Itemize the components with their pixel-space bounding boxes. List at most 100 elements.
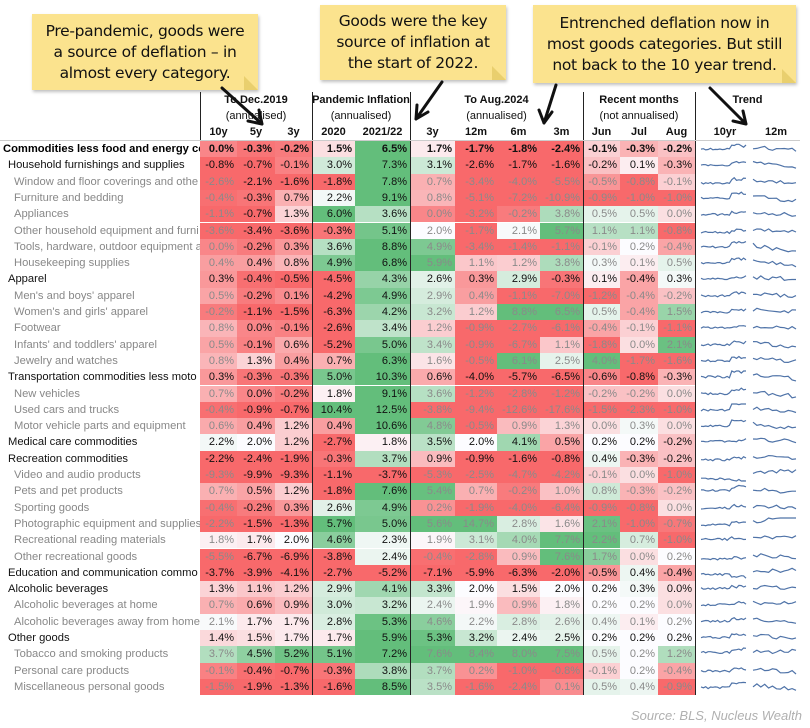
row-label: Other household equipment and furni — [14, 224, 199, 237]
sparkline-path — [700, 485, 747, 493]
value-cell: 4.6% — [410, 613, 455, 630]
sparkline-12m — [752, 567, 797, 573]
table-row: Tobacco and smoking products 3.7% 4.5% 5.2%… — [0, 646, 800, 663]
value-cell: 7.2% — [355, 646, 410, 663]
sparkline-10yr — [700, 555, 747, 561]
value-cell: -3.8% — [410, 401, 455, 419]
value-cell: -0.3% — [658, 369, 695, 386]
value-cell: 3.1% — [410, 157, 455, 174]
value-cell: 0.0% — [658, 499, 695, 516]
arrow-icon — [708, 86, 748, 126]
value-cell: -1.0% — [497, 662, 540, 679]
value-cell: -0.1% — [275, 320, 312, 337]
row-label: Miscellaneous personal goods — [14, 680, 165, 693]
value-cell: -1.8% — [497, 141, 540, 158]
row-label: New vehicles — [14, 387, 80, 400]
value-cell: 1.0% — [540, 483, 583, 500]
value-cell: -1.1% — [658, 320, 695, 337]
value-cell: 0.7% — [275, 189, 312, 207]
value-cell: 0.9% — [275, 597, 312, 614]
value-cell: -3.6% — [275, 222, 312, 239]
value-cell: -3.4% — [237, 222, 275, 239]
value-cell: 2.8% — [497, 515, 540, 533]
sparkline-12m — [752, 601, 797, 606]
group-subtitle: (annualised) — [466, 110, 527, 122]
sparkline-path — [700, 616, 747, 623]
value-cell: 0.1% — [620, 613, 658, 630]
table-row: New vehicles 0.7% 0.0% -0.2% 1.8% 9.1% 3.6% -1.… — [0, 385, 800, 402]
value-cell: -0.3% — [620, 450, 658, 467]
value-cell: -0.4% — [620, 287, 658, 304]
value-cell: -0.4% — [410, 548, 455, 565]
value-cell: 2.0% — [237, 434, 275, 451]
value-cell: -0.4% — [237, 271, 275, 288]
row-label: Sporting goods — [14, 501, 90, 514]
value-cell: -1.0% — [620, 515, 658, 533]
sparkline-path — [752, 667, 797, 675]
sparkline-path — [700, 161, 747, 167]
value-cell: -2.2% — [200, 450, 237, 467]
row-label: Recreational reading materials — [14, 534, 166, 547]
value-cell: -0.8% — [658, 222, 695, 239]
value-cell: 0.8% — [275, 255, 312, 272]
value-cell: 2.0% — [275, 532, 312, 549]
column-header: 10y — [209, 126, 228, 138]
sparkline-path — [700, 308, 747, 314]
sparkline-path — [752, 487, 796, 494]
value-cell: 0.8% — [200, 320, 237, 337]
value-cell: 1.2% — [275, 418, 312, 435]
header-divider — [410, 92, 411, 140]
table-row: Women's and girls' apparel -0.2% -1.1% -1.5… — [0, 304, 800, 321]
value-cell: -0.4% — [200, 499, 237, 516]
sparkline-10yr — [700, 386, 747, 395]
value-cell: 1.7% — [312, 630, 355, 647]
value-cell: -3.9% — [237, 564, 275, 582]
value-cell: -0.2% — [658, 483, 695, 500]
value-cell: -0.1% — [200, 662, 237, 679]
value-cell: -4.0% — [455, 369, 497, 386]
table-row: Household furnishings and supplies -0.8% -… — [0, 157, 800, 174]
trend-column-header: 12m — [764, 126, 788, 138]
sparkline-12m — [752, 373, 797, 382]
sparkline-10yr — [701, 477, 747, 482]
sparkline-10yr — [700, 191, 746, 200]
sparkline-path — [700, 681, 747, 690]
value-cell: -0.2% — [237, 238, 275, 256]
value-cell: 0.6% — [275, 336, 312, 353]
value-cell: -0.8% — [620, 173, 658, 190]
table-row: Tools, hardware, outdoor equipment a 0.0%… — [0, 238, 800, 256]
value-cell: 1.2% — [275, 434, 312, 451]
value-cell: 8.8% — [497, 304, 540, 321]
sparkline-10yr — [700, 257, 747, 265]
value-cell: -0.9% — [583, 189, 620, 207]
value-cell: 1.1% — [455, 255, 497, 272]
value-cell: 5.3% — [355, 613, 410, 630]
value-cell: -4.2% — [312, 287, 355, 304]
sparkline-path — [700, 176, 747, 185]
value-cell: 0.2% — [583, 597, 620, 614]
value-cell: 0.5% — [658, 255, 695, 272]
value-cell: 0.3% — [275, 238, 312, 256]
value-cell: -6.7% — [237, 548, 275, 565]
value-cell: -0.4% — [200, 401, 237, 419]
value-cell: -0.9% — [658, 678, 695, 696]
value-cell: 6.3% — [355, 352, 410, 370]
sparkline-12m — [752, 307, 797, 314]
arrow-icon — [220, 86, 264, 126]
value-cell: 2.8% — [497, 613, 540, 630]
value-cell: 1.2% — [497, 255, 540, 272]
value-cell: -0.5% — [583, 173, 620, 190]
sparkline-12m — [752, 212, 797, 218]
value-cell: -0.3% — [237, 369, 275, 386]
value-cell: 5.9% — [410, 255, 455, 272]
value-cell: 0.2% — [583, 581, 620, 598]
value-cell: 1.7% — [410, 141, 455, 158]
value-cell: -0.8% — [620, 499, 658, 516]
table-row: Apparel 0.3% -0.4% -0.5% -4.5% 4.3% 2.6% 0.3% 2.… — [0, 271, 800, 288]
value-cell: -0.1% — [583, 467, 620, 484]
column-header: Aug — [665, 126, 688, 138]
value-cell: -2.7% — [312, 564, 355, 582]
table-row: Jewelry and watches 0.8% 1.3% 0.4% 0.7% 6.3% 1… — [0, 352, 800, 370]
sparkline-10yr — [700, 339, 747, 346]
sparkline-path — [752, 406, 797, 413]
